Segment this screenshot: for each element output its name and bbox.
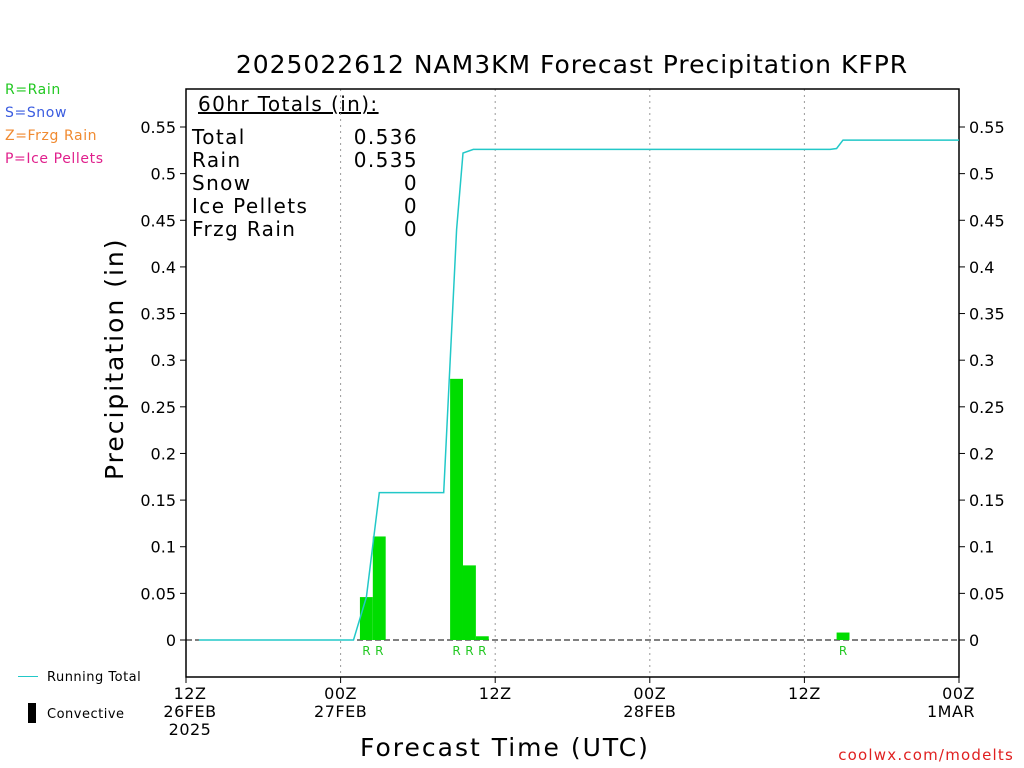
y-tick-label-right: 0.35 <box>969 305 1005 324</box>
running-total-swatch <box>18 676 38 677</box>
y-tick-label-left: 0.1 <box>151 538 176 557</box>
precip-type-label: R <box>362 644 370 658</box>
x-tick-label: 00Z <box>324 684 357 703</box>
tick-labels: 0 00.05 0.050.1 0.10.15 0.150.2 0.20.25 0.250.… <box>140 118 1004 739</box>
totals-row-value: 0 <box>403 171 418 195</box>
y-tick-label-right: 0.2 <box>969 444 994 463</box>
totals-row-value: 0.536 <box>353 125 418 149</box>
y-tick-label-left: 0.25 <box>140 398 176 417</box>
y-tick-label-left: 0.15 <box>140 491 176 510</box>
y-tick-label-left: 0.4 <box>151 258 176 277</box>
precip-type-label: R <box>452 644 460 658</box>
y-tick-label-left: 0.3 <box>151 351 176 370</box>
legend-item: R=Rain <box>5 82 61 98</box>
totals-row-label: Rain <box>192 148 242 172</box>
precip-bar <box>475 636 489 640</box>
y-tick-label-right: 0.15 <box>969 491 1005 510</box>
y-tick-label-left: 0.45 <box>140 211 176 230</box>
precip-type-label: R <box>839 644 847 658</box>
x-axis-label: Forecast Time (UTC) <box>360 733 650 762</box>
x-tick-label: 12Z <box>174 684 207 703</box>
y-tick-label-left: 0.35 <box>140 305 176 324</box>
precip-bar <box>372 536 386 640</box>
axes <box>180 88 965 683</box>
y-tick-label-right: 0.4 <box>969 258 994 277</box>
totals-row-label: Frzg Rain <box>192 217 297 241</box>
y-tick-label-right: 0.5 <box>969 165 994 184</box>
totals-row-label: Snow <box>192 171 252 195</box>
credit-link[interactable]: coolwx.com/modelts <box>838 746 1014 764</box>
precip-type-label: R <box>375 644 383 658</box>
y-tick-label-left: 0.05 <box>140 584 176 603</box>
y-tick-label-left: 0.55 <box>140 118 176 137</box>
precip-bar <box>359 597 373 640</box>
y-tick-label-right: 0 <box>969 631 979 650</box>
precip-bar <box>836 632 850 640</box>
x-tick-label: 26FEB <box>163 702 216 721</box>
y-tick-label-right: 0.1 <box>969 538 994 557</box>
precip-bar <box>462 565 476 640</box>
running-total-series <box>198 139 959 641</box>
legend-item: Z=Frzg Rain <box>5 128 98 144</box>
totals-row-value: 0 <box>403 194 418 218</box>
x-tick-label: 12Z <box>479 684 512 703</box>
convective-swatch <box>28 703 36 723</box>
x-tick-label: 27FEB <box>314 702 367 721</box>
totals-row-value: 0 <box>403 217 418 241</box>
precip-type-label: R <box>465 644 473 658</box>
x-tick-label: 2025 <box>169 720 212 739</box>
plot-frame <box>185 88 960 678</box>
x-tick-label: 00Z <box>633 684 666 703</box>
y-tick-label-right: 0.55 <box>969 118 1005 137</box>
y-tick-label-left: 0.5 <box>151 165 176 184</box>
x-tick-label: 1MAR <box>927 702 975 721</box>
y-axis-label: Precipitation (in) <box>100 237 129 480</box>
legend-item: S=Snow <box>5 105 67 121</box>
convective-legend-label: Convective <box>47 707 125 722</box>
totals-row-label: Total <box>192 125 246 149</box>
totals-row-label: Ice Pellets <box>192 194 309 218</box>
y-tick-label-left: 0 <box>166 631 176 650</box>
running-total-legend-label: Running Total <box>47 670 142 685</box>
y-tick-label-right: 0.25 <box>969 398 1005 417</box>
chart-title: 2025022612 NAM3KM Forecast Precipitation… <box>235 50 909 79</box>
legend-item: P=Ice Pellets <box>5 151 104 167</box>
x-tick-label: 00Z <box>942 684 975 703</box>
y-tick-label-right: 0.45 <box>969 211 1005 230</box>
precip-type-label: R <box>478 644 486 658</box>
totals-row-value: 0.535 <box>353 148 418 172</box>
x-tick-label: 12Z <box>788 684 821 703</box>
y-tick-label-right: 0.05 <box>969 584 1005 603</box>
grid-lines <box>340 89 805 677</box>
precip-bar <box>450 378 463 640</box>
x-tick-label: 28FEB <box>623 702 676 721</box>
totals-header: 60hr Totals (in): <box>198 92 379 116</box>
y-tick-label-right: 0.3 <box>969 351 994 370</box>
y-tick-label-left: 0.2 <box>151 444 176 463</box>
running-total-line <box>198 139 959 641</box>
